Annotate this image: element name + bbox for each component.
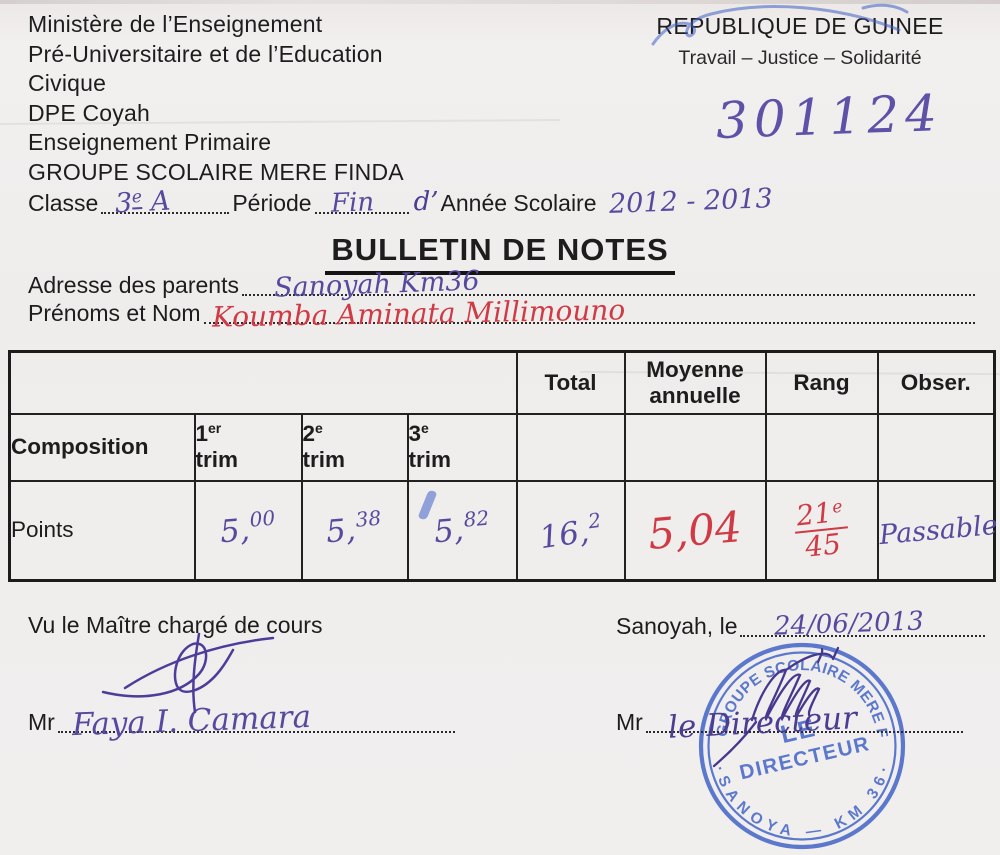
title-container: BULLETIN DE NOTES	[0, 232, 1000, 275]
periode-label: Période	[232, 190, 312, 216]
header-trim1: 1er trim	[193, 412, 303, 482]
teacher-signature-icon	[101, 632, 275, 714]
header-moyenne-annuelle: Moyenne annuelle	[623, 350, 767, 415]
ministry-line: Civique	[28, 70, 107, 96]
dotted-leader: Sanoyah Km36	[241, 265, 975, 304]
handwritten-periode-value: Fin	[330, 187, 375, 219]
table-blank-cell	[8, 350, 518, 415]
table-blank-cell	[623, 412, 767, 482]
school-name: GROUPE SCOLAIRE MERE FINDA	[28, 158, 404, 185]
dotted-leader: Fin	[314, 187, 409, 219]
student-name-line: Prénoms et Nom Koumba Aminata Millimouno	[28, 293, 978, 334]
points-trim1-value: 5,00	[193, 479, 303, 582]
marks-table: Total Moyenne annuelle Rang Obser. Compo…	[8, 350, 998, 582]
director-signature-icon	[712, 646, 840, 768]
place-label: Sanoyah, le	[616, 613, 738, 639]
handwritten-serial-number: 301124	[715, 84, 944, 150]
handwritten-student-name: Koumba Aminata Millimouno	[211, 293, 626, 334]
teacher-name-line: Mr Faya I. Camara	[28, 699, 458, 743]
stamp-ring-bottom-text: ·SANOYA — KM 36·	[711, 764, 893, 841]
ministry-header: Ministère de l’Enseignement Pré-Universi…	[28, 10, 404, 187]
points-row-label: Points	[8, 479, 196, 582]
ministry-line: Enseignement Primaire	[28, 129, 272, 155]
ministry-line: DPE Coyah	[28, 99, 150, 126]
parents-address-line: Adresse des parents Sanoyah Km36	[28, 265, 978, 304]
national-motto: Travail – Justice – Solidarité	[678, 47, 922, 69]
header-rang: Rang	[764, 350, 879, 415]
table-blank-cell	[764, 412, 879, 482]
header-obser: Obser.	[876, 350, 996, 415]
header-composition: Composition	[8, 412, 196, 482]
points-rang-value: 21e 45	[764, 479, 879, 582]
dotted-leader: le Directeur	[645, 700, 963, 746]
dotted-leader: Faya I. Camara	[57, 699, 455, 743]
points-trim3-value: 5,82	[406, 479, 518, 582]
classe-label: Classe	[28, 190, 99, 216]
adresse-label: Adresse des parents	[28, 272, 239, 298]
table-blank-cell	[515, 412, 626, 482]
svg-text:·SANOYA — KM 36·: ·SANOYA — KM 36·	[711, 764, 894, 841]
dotted-leader: Koumba Aminata Millimouno	[203, 293, 975, 334]
class-period-line: Classe 3e A Période Fin d’ Année Scolair…	[28, 183, 978, 220]
points-trim2-value: 5,38	[300, 479, 409, 582]
points-total-value: 16,2	[515, 479, 626, 582]
header-trim2: 2e trim	[300, 412, 409, 482]
dotted-leader: 3e A	[101, 186, 230, 219]
header-total: Total	[515, 350, 626, 415]
teacher-section-title: Vu le Maître chargé de cours	[28, 612, 323, 638]
handwritten-d-apostrophe: d’	[413, 187, 439, 217]
handwritten-annee-value: 2012 - 2013	[608, 183, 773, 220]
place-date-line: Sanoyah, le 24/06/2013	[616, 606, 988, 642]
handwritten-date: 24/06/2013	[774, 606, 925, 642]
school-round-stamp-icon: GROUPE SCOLAIRE MERE FINDA ·SANOYA — KM …	[690, 640, 906, 850]
director-name-line: Mr le Directeur	[616, 700, 966, 746]
ministry-line: Ministère de l’Enseignement	[28, 11, 323, 37]
dotted-leader: 24/06/2013	[740, 606, 985, 642]
header-trim3: 3e trim	[406, 412, 518, 482]
nom-label: Prénoms et Nom	[28, 300, 201, 326]
table-blank-cell	[876, 412, 996, 482]
mr-label: Mr	[28, 709, 55, 735]
ministry-line: Pré-Universitaire et de l’Education	[28, 40, 383, 67]
annee-scolaire-label: Année Scolaire	[440, 190, 597, 216]
republic-header: REPUBLIQUE DE GUINEE Travail – Justice –…	[620, 13, 980, 70]
points-obser-value: Passable	[876, 479, 998, 582]
blue-pen-scribble-icon	[651, 3, 909, 46]
document-title: BULLETIN DE NOTES	[325, 232, 675, 275]
points-moyenne-value: 5,04	[623, 479, 767, 582]
mr-label: Mr	[616, 709, 643, 735]
scan-top-edge	[0, 0, 1000, 4]
handwritten-classe-value: 3e A	[114, 185, 172, 220]
